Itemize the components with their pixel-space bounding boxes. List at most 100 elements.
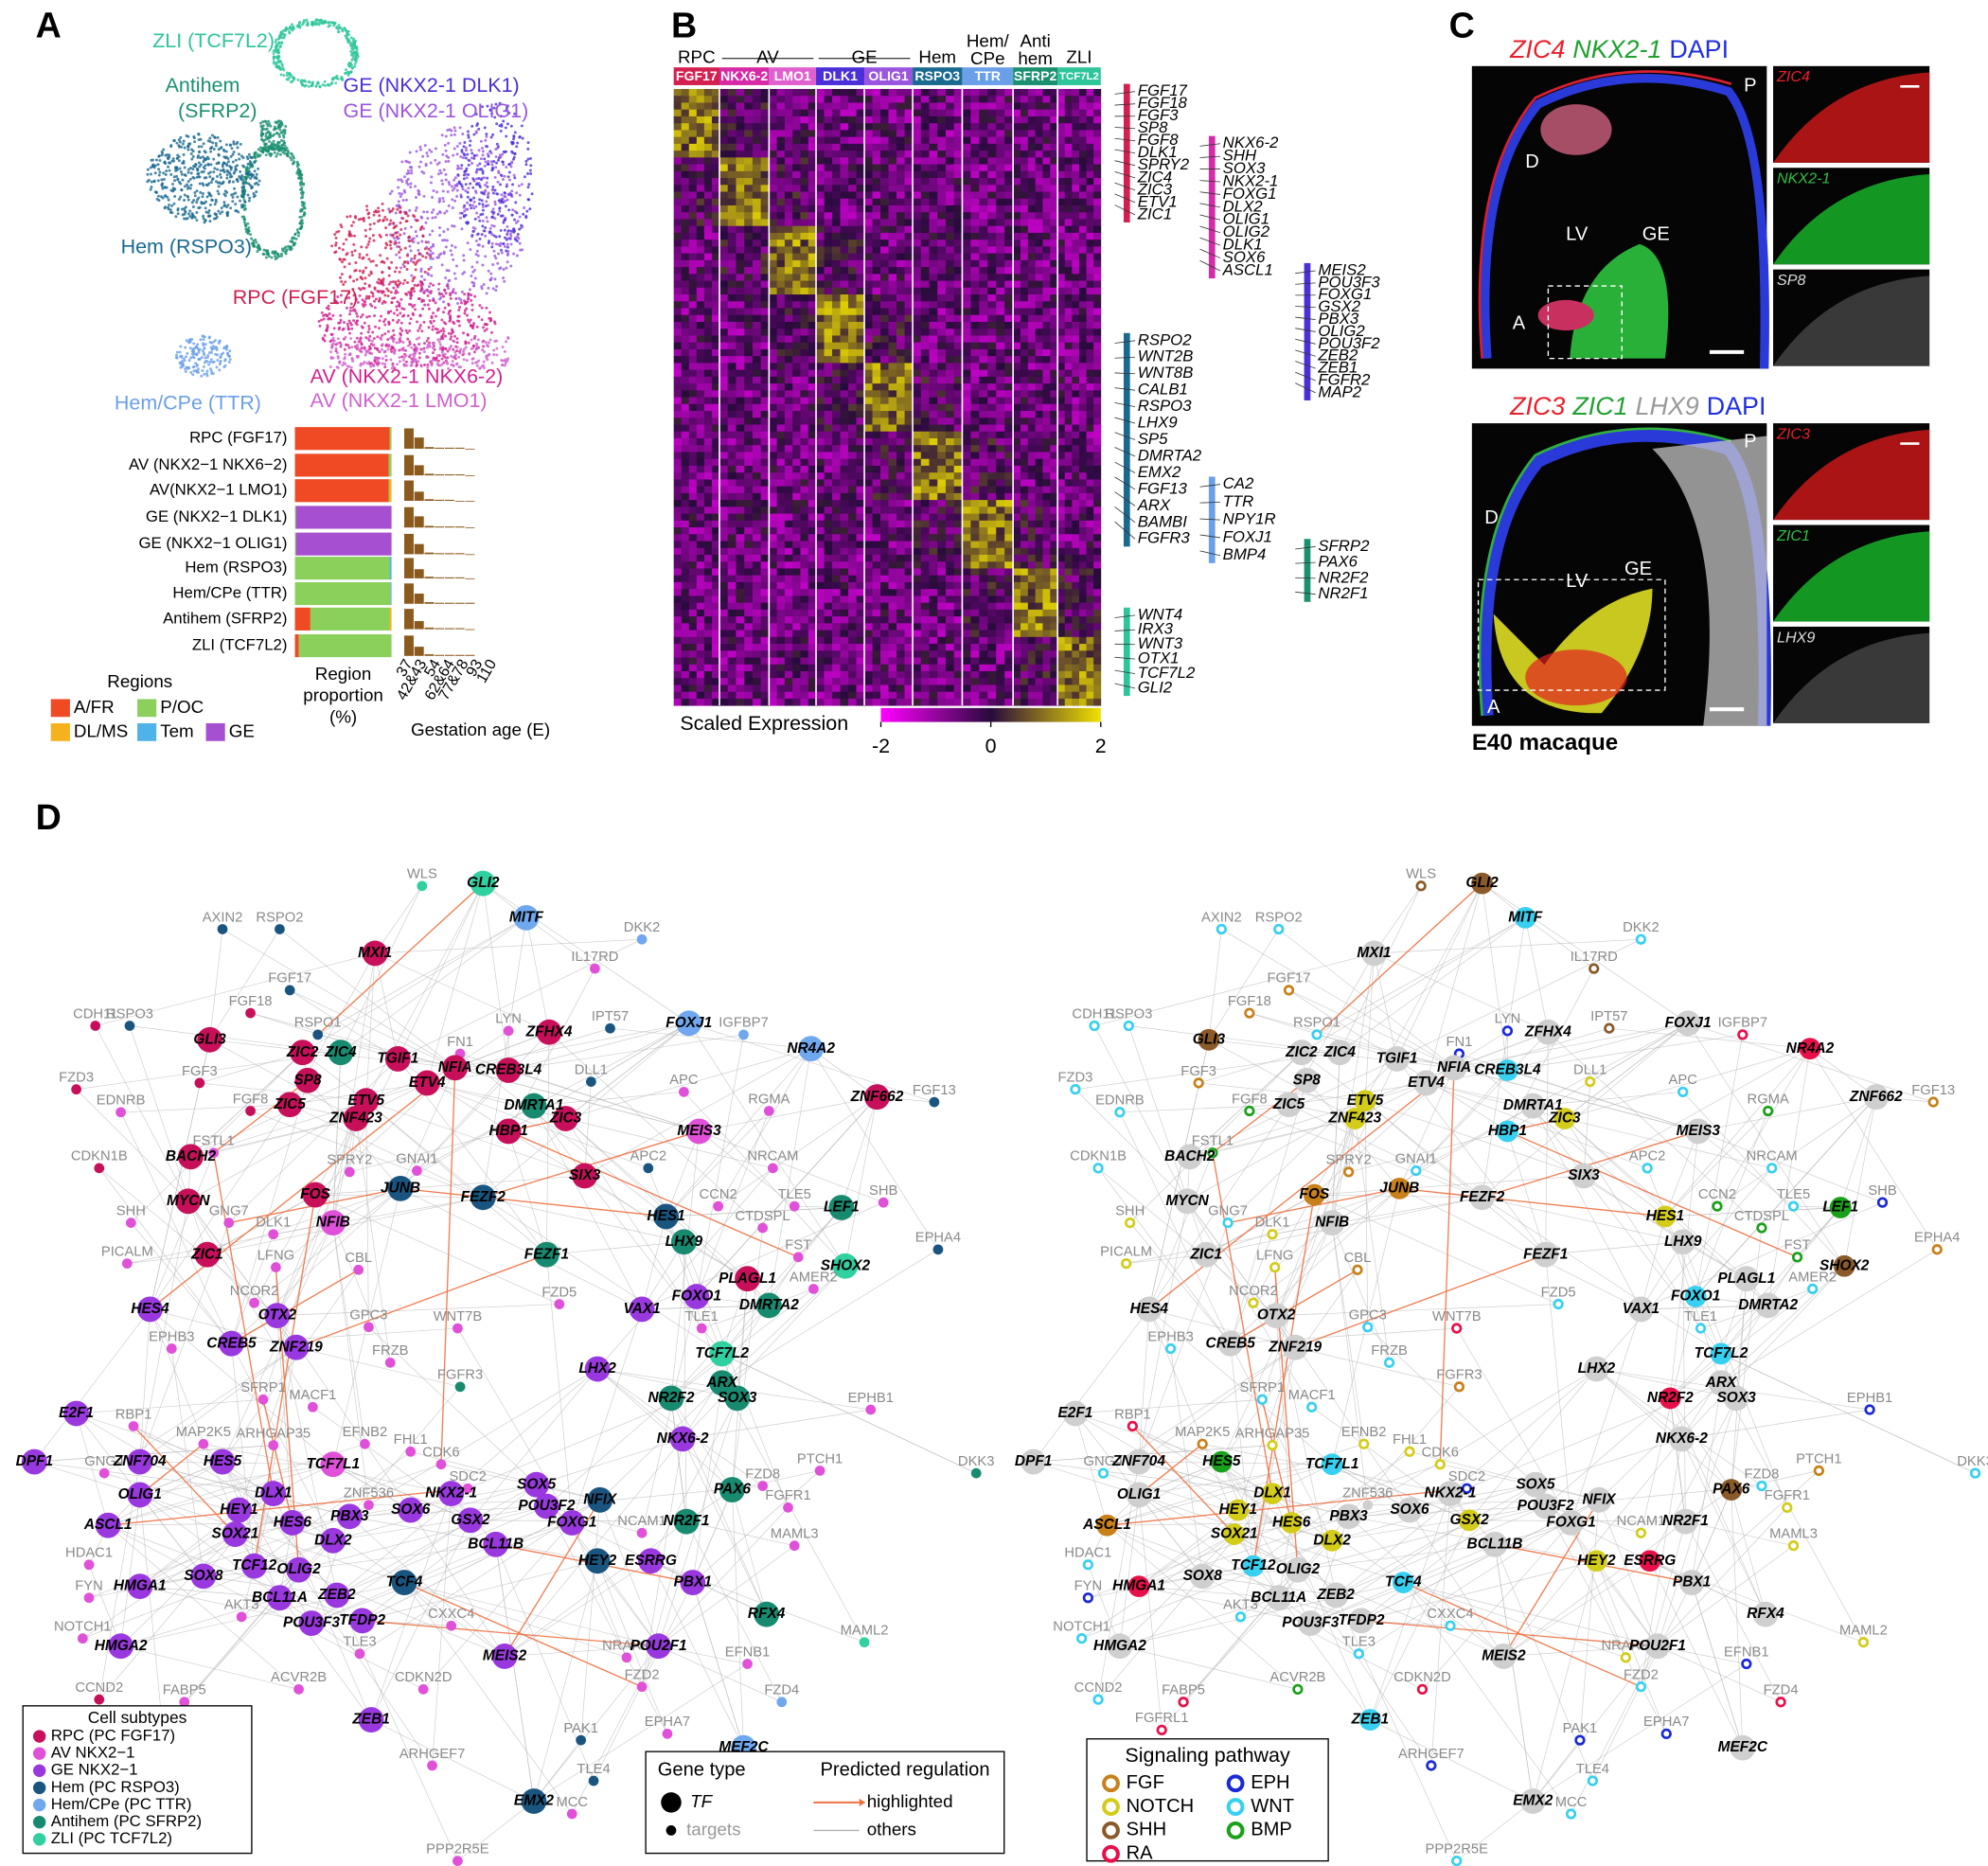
umap-point <box>453 224 456 228</box>
heatmap-cell <box>1020 253 1029 261</box>
heatmap-cell <box>711 191 720 200</box>
umap-point <box>183 206 186 210</box>
heatmap-cell <box>1078 246 1087 255</box>
umap-point <box>480 199 484 203</box>
heatmap-cell <box>727 123 737 131</box>
heatmap-cell <box>937 225 947 234</box>
heatmap-cell <box>688 136 698 145</box>
heatmap-cell <box>888 219 897 227</box>
umap-point <box>156 163 160 167</box>
axis-label: (%) <box>329 707 357 727</box>
umap-point <box>495 142 499 146</box>
heatmap-cell <box>1042 157 1051 165</box>
umap-point <box>379 337 382 341</box>
heatmap-cell <box>929 232 938 240</box>
heatmap-cell <box>727 157 737 165</box>
umap-point <box>303 84 307 88</box>
umap-point <box>197 357 201 361</box>
heatmap-cell <box>808 164 817 172</box>
umap-point <box>509 165 513 169</box>
heatmap-cell <box>808 301 817 309</box>
heatmap-cell <box>856 143 865 151</box>
heatmap-cell <box>996 151 1005 158</box>
umap-point <box>149 166 152 169</box>
heatmap-cell <box>784 88 793 97</box>
heatmap-cell <box>752 280 762 289</box>
umap-point <box>179 362 183 365</box>
heatmap-cell <box>769 123 778 131</box>
umap-point <box>473 189 477 193</box>
heatmap-cell <box>996 130 1005 138</box>
heatmap-cell <box>929 301 938 309</box>
umap-point <box>193 191 197 195</box>
umap-point <box>354 52 358 56</box>
umap-point <box>417 252 421 256</box>
heatmap-cell <box>1004 225 1014 234</box>
umap-point <box>290 74 293 78</box>
age-bar <box>435 602 445 604</box>
heatmap-cell <box>945 136 955 145</box>
heatmap-cell <box>1093 96 1102 103</box>
umap-point <box>243 206 247 210</box>
heatmap-cell <box>1086 246 1094 255</box>
heatmap-cell <box>1013 109 1021 117</box>
umap-point <box>432 356 435 360</box>
heatmap-cell <box>864 109 873 117</box>
umap-point <box>219 169 222 172</box>
umap-point <box>403 278 407 282</box>
umap-point <box>347 346 351 349</box>
heatmap-cell <box>872 225 881 234</box>
heatmap-cell <box>904 136 914 145</box>
umap-point <box>484 138 488 142</box>
umap-point <box>402 232 406 236</box>
umap-point <box>442 321 446 325</box>
umap-point <box>382 350 386 354</box>
heatmap-cell <box>703 109 713 117</box>
heatmap-cell <box>904 143 914 151</box>
umap-point <box>475 183 479 187</box>
heatmap-cell <box>996 198 1005 206</box>
umap-point <box>503 191 506 195</box>
heatmap-cell <box>688 109 698 117</box>
heatmap-cell <box>711 232 720 240</box>
heatmap-cell <box>864 178 873 186</box>
heatmap-cell <box>681 204 690 213</box>
heatmap-cell <box>1035 267 1043 275</box>
group-header: RPC <box>678 47 716 67</box>
heatmap-cell <box>824 198 833 206</box>
heatmap-cell <box>727 88 737 97</box>
umap-point <box>331 336 335 340</box>
heatmap-cell <box>800 219 809 227</box>
umap-point <box>265 250 269 254</box>
umap-point <box>258 153 262 157</box>
heatmap-cell <box>920 151 930 158</box>
umap-point <box>390 345 394 348</box>
heatmap-cell <box>840 240 849 247</box>
umap-point <box>490 361 494 364</box>
umap-point <box>442 300 445 304</box>
heatmap-cell <box>888 157 897 165</box>
umap-point <box>279 254 283 258</box>
heatmap-cell <box>920 88 930 97</box>
umap-point <box>285 71 289 75</box>
umap-point <box>392 286 396 290</box>
umap-point <box>504 236 506 240</box>
umap-point <box>261 124 265 128</box>
heatmap-cell <box>808 294 817 302</box>
umap-point <box>275 44 279 48</box>
umap-point <box>337 321 341 325</box>
umap-point <box>256 250 259 254</box>
heatmap-cell <box>832 294 841 302</box>
umap-point <box>414 185 417 188</box>
heatmap-cell <box>996 170 1005 179</box>
umap-point <box>445 209 449 213</box>
heatmap-cell <box>752 185 762 192</box>
heatmap-cell <box>937 185 947 192</box>
heatmap-cell <box>752 164 762 172</box>
umap-point <box>442 200 446 204</box>
umap-point <box>524 159 528 163</box>
umap-point <box>449 292 452 295</box>
umap-point <box>197 138 201 142</box>
umap-point <box>350 253 354 257</box>
umap-point <box>230 193 234 197</box>
